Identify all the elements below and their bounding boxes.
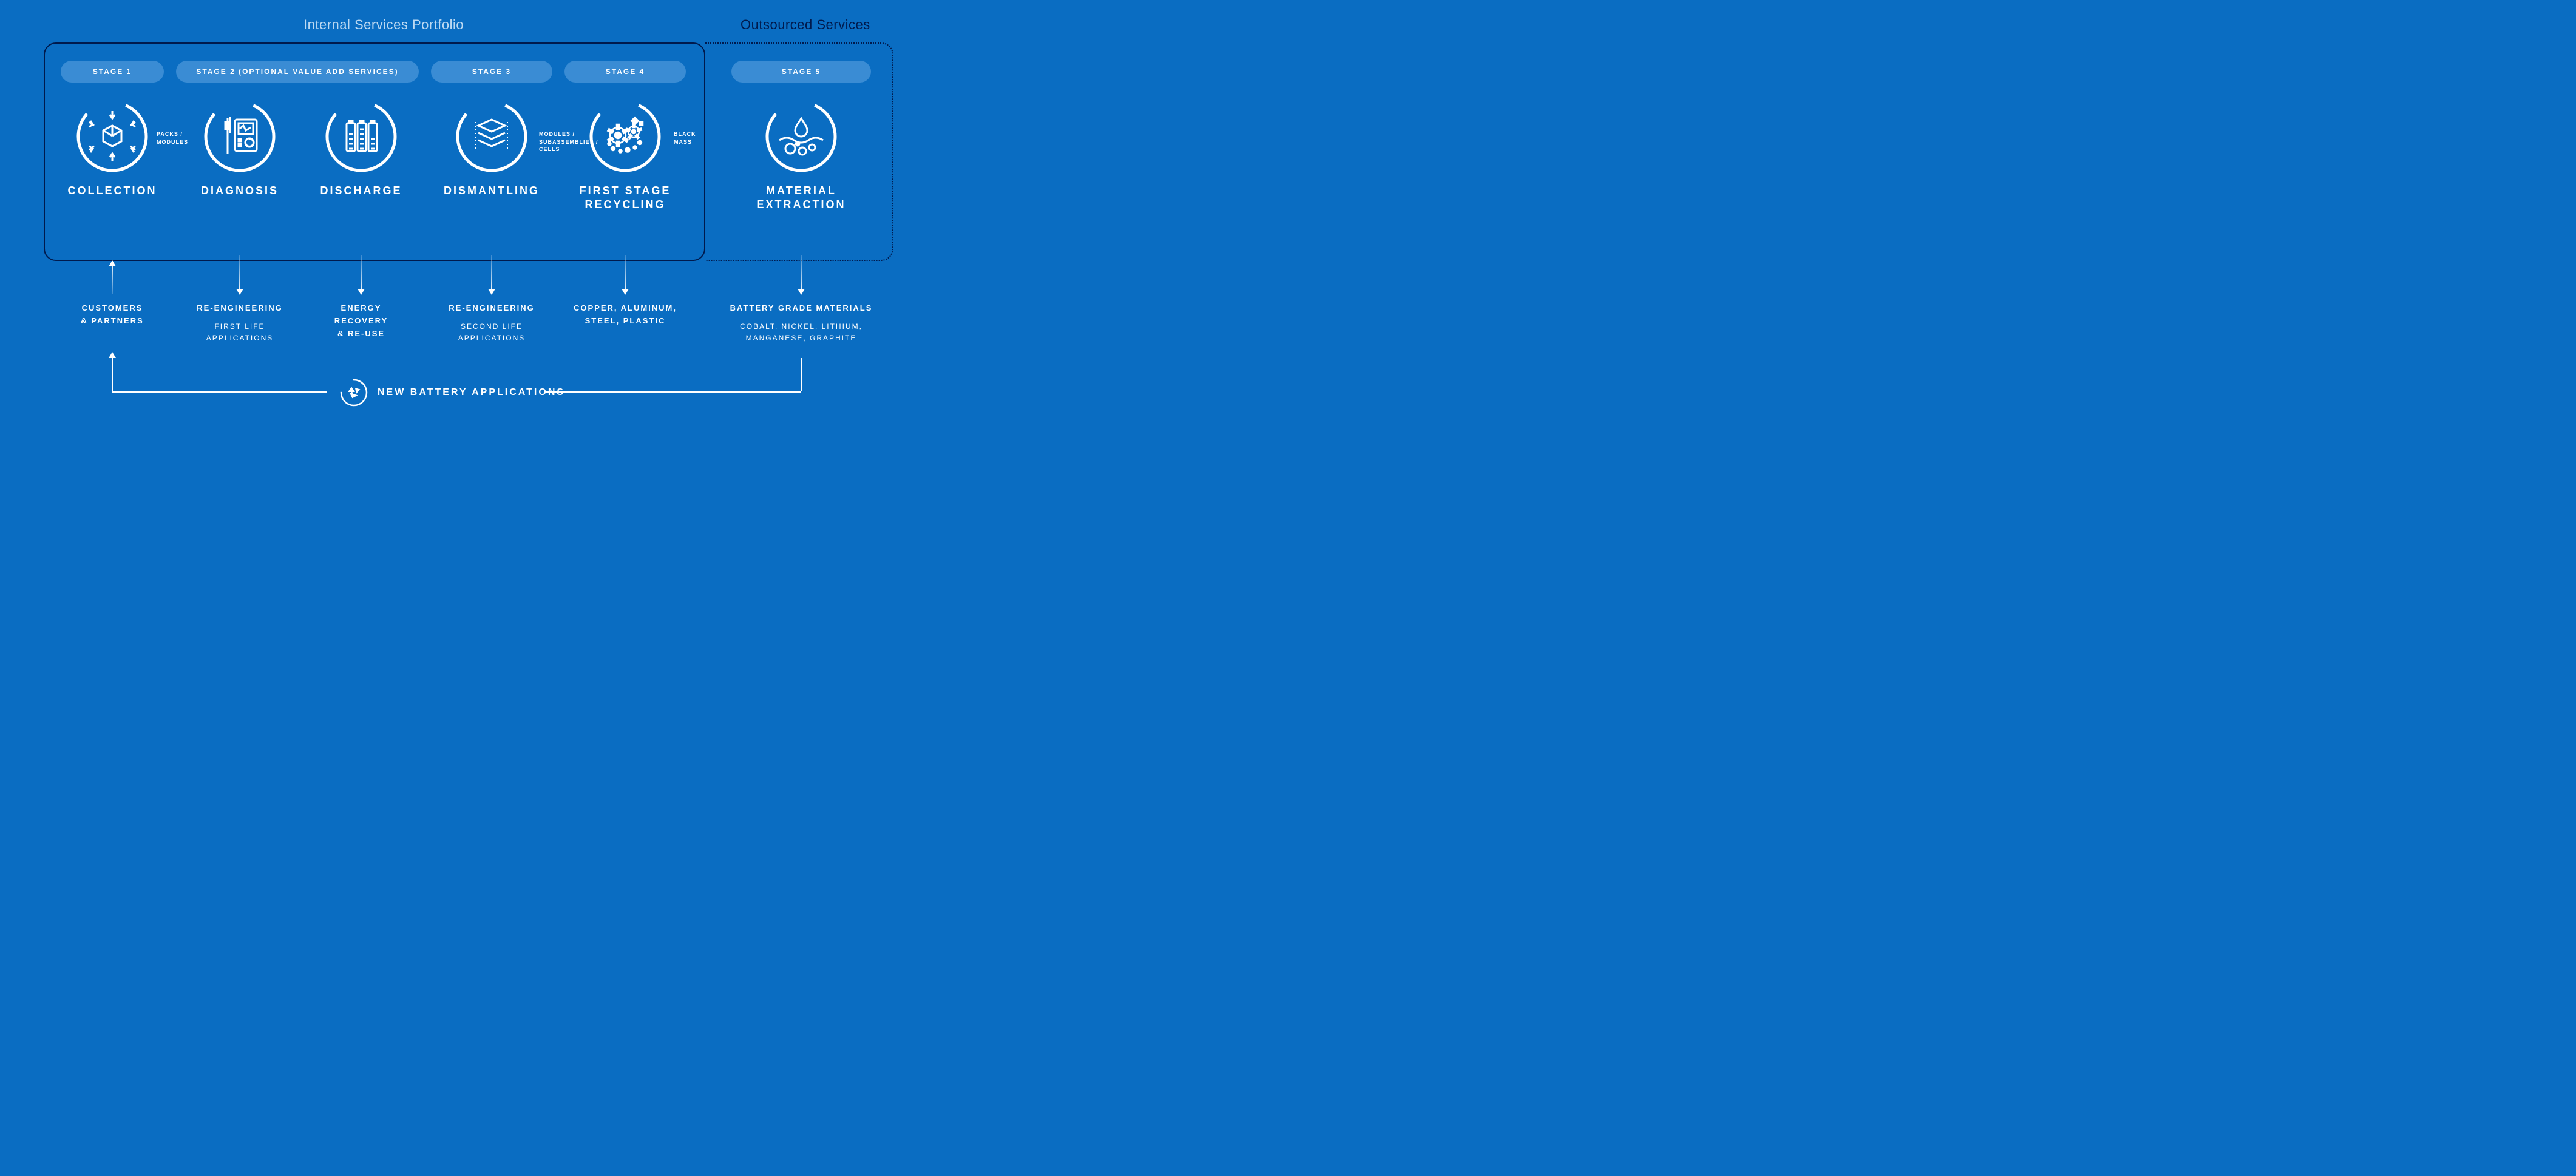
arrow-down (361, 255, 362, 294)
extraction-title: MATERIALEXTRACTION (747, 184, 856, 212)
arrow-up (112, 261, 113, 294)
stage-diagnosis: DIAGNOSIS (185, 100, 294, 198)
output-label: RE-ENGINEERINGSECOND LIFEAPPLICATIONS (431, 302, 552, 344)
loop-line (112, 391, 327, 393)
stage-collection: COLLECTION (58, 100, 167, 198)
internal-title: Internal Services Portfolio (303, 17, 464, 33)
extraction-icon (765, 100, 838, 173)
output-label: CUSTOMERS& PARTNERS (58, 302, 167, 328)
output-label: ENERGYRECOVERY& RE-USE (307, 302, 416, 340)
outsourced-title: Outsourced Services (741, 17, 870, 33)
discharge-title: DISCHARGE (307, 184, 416, 198)
pill-stage2: STAGE 2 (OPTIONAL VALUE ADD SERVICES) (176, 61, 419, 83)
loop-line (801, 358, 802, 391)
stage-discharge: DISCHARGE (307, 100, 416, 198)
first_recycling-icon (589, 100, 662, 173)
loop-line (546, 391, 801, 393)
new-battery-label: NEW BATTERY APPLICATIONS (340, 379, 565, 407)
stage-extraction: MATERIALEXTRACTION (747, 100, 856, 212)
output-label: COPPER, ALUMINUM,STEEL, PLASTIC (558, 302, 692, 328)
arrow-down (239, 255, 240, 294)
diagnosis-icon (203, 100, 276, 173)
arrow-down (491, 255, 492, 294)
diagnosis-title: DIAGNOSIS (185, 184, 294, 198)
loop-arrowhead (109, 352, 116, 358)
pill-stage1: STAGE 1 (61, 61, 164, 83)
loop-line (112, 353, 113, 391)
pill-stage3: STAGE 3 (431, 61, 552, 83)
new-battery-text: NEW BATTERY APPLICATIONS (378, 387, 565, 398)
arrow-down (801, 255, 802, 294)
first_recycling-title: FIRST STAGERECYCLING (571, 184, 680, 212)
output-label: RE-ENGINEERINGFIRST LIFEAPPLICATIONS (179, 302, 300, 344)
collection-side-label: PACKS /MODULES (157, 130, 188, 146)
output-label: BATTERY GRADE MATERIALSCOBALT, NICKEL, L… (719, 302, 883, 344)
stage-first_recycling: FIRST STAGERECYCLING (571, 100, 680, 212)
discharge-icon (325, 100, 398, 173)
dismantling-icon (455, 100, 528, 173)
collection-title: COLLECTION (58, 184, 167, 198)
pill-stage4: STAGE 4 (564, 61, 686, 83)
pill-stage5: STAGE 5 (731, 61, 871, 83)
arrow-down (625, 255, 626, 294)
collection-icon (76, 100, 149, 173)
stage-dismantling: DISMANTLING (437, 100, 546, 198)
dismantling-title: DISMANTLING (437, 184, 546, 198)
recycle-icon (340, 379, 368, 407)
first_recycling-side-label: BLACKMASS (674, 130, 696, 146)
